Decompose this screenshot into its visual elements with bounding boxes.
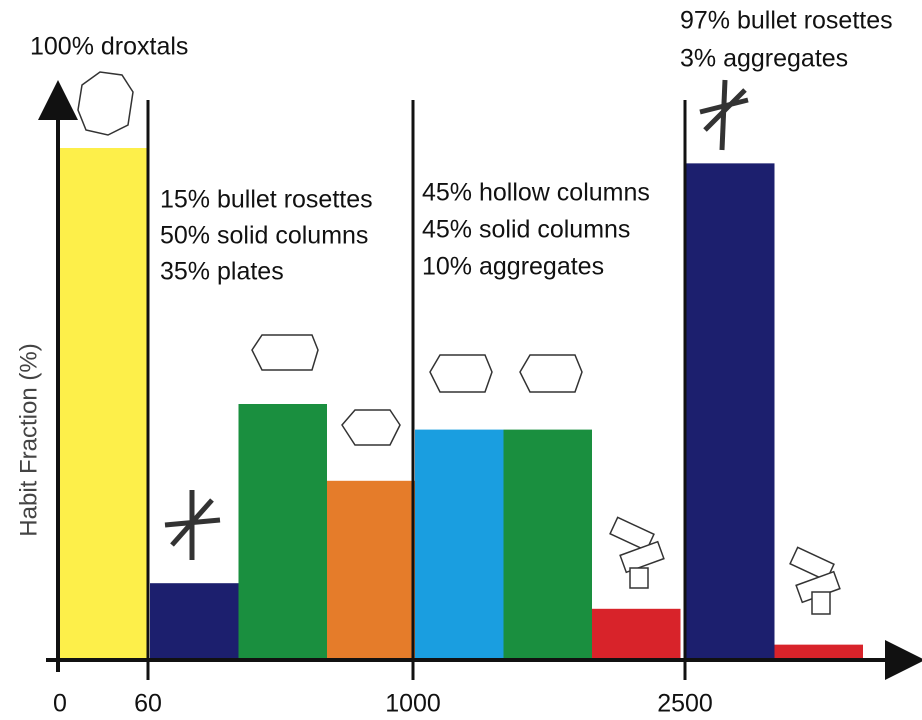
bar: [592, 609, 681, 660]
x-tick-label: 0: [53, 690, 67, 718]
value-label: 50% solid columns: [160, 222, 368, 250]
value-label: 97% bullet rosettes: [680, 7, 893, 35]
bar: [239, 404, 328, 660]
value-label: 45% solid columns: [422, 216, 630, 244]
plate-icon: [342, 410, 400, 445]
x-tick-label: 1000: [385, 690, 441, 718]
x-tick-label: 60: [134, 690, 162, 718]
value-label: 45% hollow columns: [422, 179, 650, 207]
value-label: 10% aggregates: [422, 253, 604, 281]
aggregate-icon: [610, 517, 664, 588]
page: {"chart_data": {"type": "bar", "y_label"…: [0, 0, 922, 720]
bar: [504, 430, 593, 660]
y-axis-label: Habit Fraction (%): [15, 343, 42, 536]
x-tick-label: 2500: [657, 690, 713, 718]
rosette-icon: [165, 490, 220, 560]
value-label: 35% plates: [160, 258, 284, 286]
bar: [775, 645, 864, 660]
aggregate-icon: [790, 547, 840, 614]
hollow-column-icon: [430, 355, 492, 392]
chart: Habit Fraction (%) 100% droxtals 15% bull…: [0, 0, 922, 720]
value-label: 15% bullet rosettes: [160, 186, 373, 214]
value-label: 3% aggregates: [680, 45, 848, 73]
bar: [327, 481, 416, 660]
droxtal-icon: [78, 72, 133, 135]
column-icon: [252, 335, 318, 370]
bar: [150, 583, 239, 660]
column-icon: [520, 355, 582, 392]
bar: [415, 430, 504, 660]
value-label: 100% droxtals: [30, 33, 188, 61]
bar: [686, 163, 775, 660]
bar: [60, 148, 149, 660]
rosette-icon: [700, 80, 748, 150]
